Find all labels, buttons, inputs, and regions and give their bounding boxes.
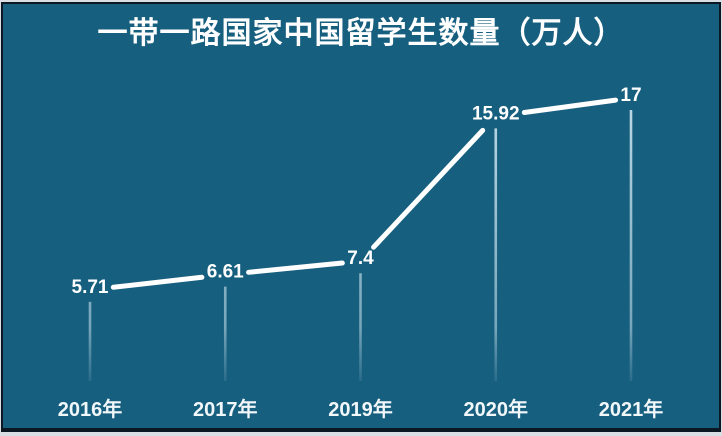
x-axis-label: 2020年 xyxy=(464,397,529,421)
x-axis-label: 2019年 xyxy=(328,397,393,421)
chart-title: 一带一路国家中国留学生数量（万人） xyxy=(97,17,625,50)
value-label: 6.61 xyxy=(207,262,244,283)
value-label: 5.71 xyxy=(72,277,109,298)
line-segment xyxy=(110,274,205,290)
value-label: 15.92 xyxy=(472,103,520,124)
value-label: 7.4 xyxy=(347,248,374,269)
line-segment xyxy=(246,260,345,275)
value-label: 17 xyxy=(620,85,641,106)
line-segment xyxy=(521,97,619,115)
x-axis-label: 2021年 xyxy=(599,397,664,421)
line-segment xyxy=(371,127,486,250)
x-axis-label: 2017年 xyxy=(193,397,258,421)
x-axis-label: 2016年 xyxy=(58,397,123,421)
